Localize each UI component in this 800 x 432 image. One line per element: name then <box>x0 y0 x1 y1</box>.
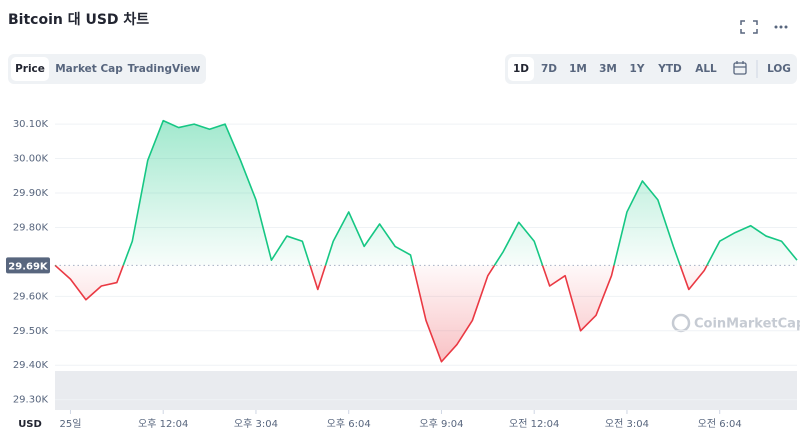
x-tick-label: 오전 6:04 <box>698 418 742 430</box>
currency-label: USD <box>18 419 42 430</box>
y-tick-label: 29.80K <box>13 222 49 233</box>
volume-band <box>55 371 797 410</box>
tab-group <box>8 54 206 84</box>
y-tick-label: 30.00K <box>13 154 49 165</box>
more-icon[interactable] <box>774 25 788 29</box>
area <box>55 120 797 362</box>
range-button[interactable]: YTD <box>657 63 682 75</box>
tab[interactable]: Market Cap <box>55 63 123 75</box>
calendar-icon[interactable] <box>733 61 747 75</box>
x-tick-label: 25일 <box>59 418 81 430</box>
chart-title: Bitcoin 대 USD 차트 <box>8 12 149 28</box>
watermark-text: CoinMarketCap <box>694 317 800 332</box>
x-tick-label: 오전 12:04 <box>509 418 559 430</box>
x-tick-label: 오후 3:04 <box>234 418 278 430</box>
fullscreen-icon[interactable] <box>740 20 758 34</box>
range-button[interactable]: 1M <box>569 63 587 75</box>
log-button[interactable]: LOG <box>767 63 791 75</box>
watermark: CoinMarketCap <box>671 313 800 333</box>
baseline-label: 29.69K <box>8 261 49 272</box>
x-tick-label: 오후 9:04 <box>419 418 463 430</box>
range-button[interactable]: 7D <box>541 63 557 75</box>
y-tick-label: 29.60K <box>13 291 49 302</box>
tab[interactable]: Price <box>15 63 45 75</box>
tab[interactable]: TradingView <box>128 63 201 75</box>
y-tick-label: 29.30K <box>13 395 49 406</box>
range-button[interactable]: 3M <box>599 63 617 75</box>
tab-selected <box>11 57 49 81</box>
x-tick-label: 오후 6:04 <box>327 418 371 430</box>
range-button[interactable]: ALL <box>695 63 717 75</box>
y-tick-label: 29.50K <box>13 326 49 337</box>
range-button[interactable]: 1Y <box>630 63 645 75</box>
x-tick-label: 오후 12:04 <box>138 418 188 430</box>
x-tick-label: 오전 3:04 <box>605 418 649 430</box>
y-tick-label: 30.10K <box>13 119 49 130</box>
range-group <box>505 54 797 84</box>
price-line <box>54 119 798 363</box>
y-tick-label: 29.90K <box>13 188 49 199</box>
range-selected <box>508 57 534 81</box>
baseline-label-bg <box>6 257 50 274</box>
range-button[interactable]: 1D <box>513 63 529 75</box>
y-tick-label: 29.40K <box>13 360 49 371</box>
